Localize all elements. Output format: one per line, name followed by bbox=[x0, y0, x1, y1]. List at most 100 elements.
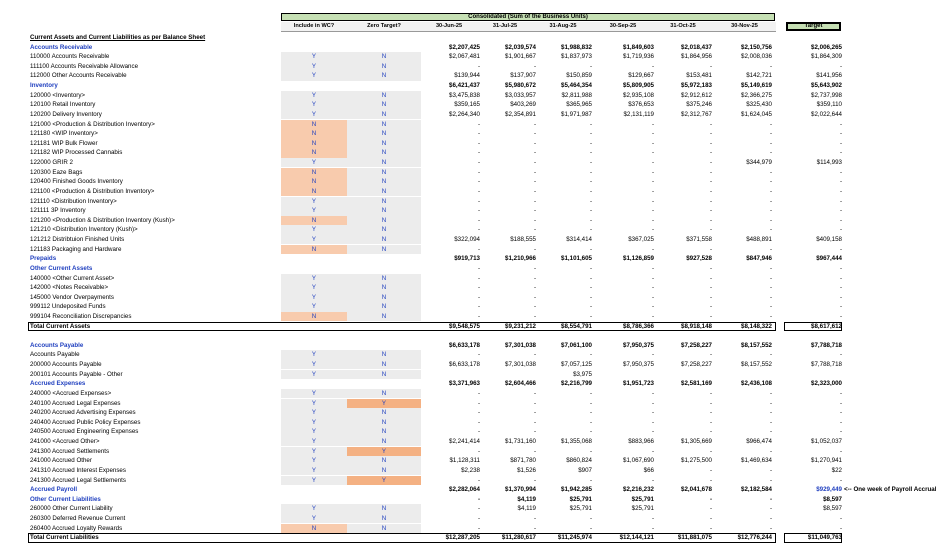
value-cell[interactable]: - bbox=[477, 120, 480, 128]
value-cell[interactable]: $367,025 bbox=[628, 236, 654, 244]
value-cell[interactable]: - bbox=[769, 466, 772, 474]
target-cell[interactable]: - bbox=[839, 293, 842, 301]
value-cell[interactable]: - bbox=[477, 524, 480, 532]
value-cell[interactable]: - bbox=[709, 389, 712, 397]
value-cell[interactable]: - bbox=[533, 120, 536, 128]
value-cell[interactable]: - bbox=[589, 139, 592, 147]
value-cell[interactable]: $150,859 bbox=[566, 72, 592, 80]
value-cell[interactable]: - bbox=[477, 168, 480, 176]
value-cell[interactable]: - bbox=[769, 495, 772, 503]
zero-target-cell[interactable]: N bbox=[381, 168, 387, 176]
value-cell[interactable]: $2,354,891 bbox=[505, 110, 536, 118]
table-row[interactable]: Accounts Payable Y N - - - - - - - bbox=[0, 350, 936, 359]
value-cell[interactable]: - bbox=[533, 149, 536, 157]
table-row[interactable]: 999104 Reconciliation Discrepancies N N - - -… bbox=[0, 312, 936, 321]
include-wc-cell[interactable]: Y bbox=[311, 159, 317, 167]
value-cell[interactable]: $1,951,723 bbox=[623, 380, 654, 388]
value-cell[interactable]: - bbox=[477, 505, 480, 513]
value-cell[interactable]: - bbox=[533, 197, 536, 205]
value-cell[interactable]: $883,966 bbox=[628, 438, 654, 446]
table-row[interactable]: 120100 Retail Inventory Y N $359,165 $403,26… bbox=[0, 100, 936, 109]
value-cell[interactable]: - bbox=[477, 187, 480, 195]
include-wc-cell[interactable]: Y bbox=[311, 101, 317, 109]
value-cell[interactable]: - bbox=[709, 245, 712, 253]
value-cell[interactable]: - bbox=[477, 515, 480, 522]
target-cell[interactable]: $7,788,718 bbox=[811, 361, 842, 369]
value-cell[interactable]: $3,475,838 bbox=[449, 91, 480, 99]
value-cell[interactable]: - bbox=[709, 515, 712, 522]
zero-target-cell[interactable]: N bbox=[381, 312, 387, 320]
value-cell[interactable]: - bbox=[651, 216, 654, 224]
value-cell[interactable]: - bbox=[589, 226, 592, 234]
value-cell[interactable]: - bbox=[651, 274, 654, 282]
value-cell[interactable]: - bbox=[589, 476, 592, 484]
target-cell[interactable]: - bbox=[839, 149, 842, 157]
value-cell[interactable]: $1,275,500 bbox=[681, 457, 712, 465]
value-cell[interactable]: - bbox=[651, 168, 654, 176]
value-cell[interactable]: - bbox=[709, 409, 712, 417]
include-wc-cell[interactable]: N bbox=[311, 216, 317, 224]
target-cell[interactable]: - bbox=[839, 428, 842, 436]
value-cell[interactable]: - bbox=[651, 120, 654, 128]
value-cell[interactable]: - bbox=[769, 62, 772, 70]
value-cell[interactable]: - bbox=[651, 197, 654, 205]
value-cell[interactable]: - bbox=[477, 351, 480, 359]
value-cell[interactable]: - bbox=[477, 312, 480, 320]
value-cell[interactable]: $1,624,045 bbox=[741, 110, 772, 118]
value-cell[interactable]: $1,719,936 bbox=[623, 53, 654, 61]
value-cell[interactable]: - bbox=[533, 399, 536, 407]
value-cell[interactable]: - bbox=[769, 216, 772, 224]
value-cell[interactable]: - bbox=[769, 207, 772, 215]
value-cell[interactable]: - bbox=[477, 62, 480, 70]
value-cell[interactable]: $2,018,437 bbox=[681, 43, 712, 51]
table-row[interactable]: 121182 WIP Processed Cannabis N N - - - - - - - bbox=[0, 148, 936, 157]
value-cell[interactable]: $9,231,212 bbox=[505, 322, 536, 330]
value-cell[interactable]: - bbox=[477, 274, 480, 282]
value-cell[interactable]: - bbox=[769, 399, 772, 407]
value-cell[interactable]: $2,067,481 bbox=[449, 53, 480, 61]
value-cell[interactable]: $11,881,075 bbox=[677, 534, 712, 542]
value-cell[interactable]: $11,280,617 bbox=[501, 534, 536, 542]
zero-target-cell[interactable]: Y bbox=[381, 399, 387, 407]
value-cell[interactable]: - bbox=[533, 245, 536, 253]
value-cell[interactable]: - bbox=[589, 351, 592, 359]
zero-target-cell[interactable]: N bbox=[381, 284, 387, 292]
zero-target-cell[interactable]: N bbox=[381, 187, 387, 195]
value-cell[interactable]: - bbox=[477, 130, 480, 138]
table-row[interactable]: 121212 Distribtuion Finished Units Y N $322… bbox=[0, 235, 936, 244]
table-row[interactable]: 121000 <Production & Distribution Invent… bbox=[0, 120, 936, 129]
zero-target-cell[interactable]: Y bbox=[381, 447, 387, 455]
value-cell[interactable]: - bbox=[709, 130, 712, 138]
target-cell[interactable]: $5,643,902 bbox=[811, 82, 842, 90]
value-cell[interactable]: $12,776,244 bbox=[737, 534, 772, 542]
value-cell[interactable]: - bbox=[651, 245, 654, 253]
value-cell[interactable]: - bbox=[533, 389, 536, 397]
value-cell[interactable]: $2,312,767 bbox=[681, 110, 712, 118]
value-cell[interactable]: $325,430 bbox=[746, 101, 772, 109]
table-row[interactable]: 120200 Delivery Inventory Y N $2,264,340 $2,… bbox=[0, 110, 936, 119]
value-cell[interactable]: - bbox=[589, 216, 592, 224]
zero-target-cell[interactable]: N bbox=[381, 197, 387, 205]
value-cell[interactable]: $2,216,232 bbox=[623, 486, 654, 494]
zero-target-cell[interactable]: N bbox=[381, 245, 387, 253]
target-cell[interactable]: $2,323,000 bbox=[811, 380, 842, 388]
target-cell[interactable]: $967,444 bbox=[816, 255, 842, 263]
value-cell[interactable]: $2,935,108 bbox=[623, 91, 654, 99]
target-cell[interactable]: - bbox=[839, 399, 842, 407]
value-cell[interactable]: $25,791 bbox=[631, 495, 654, 503]
value-cell[interactable]: - bbox=[709, 149, 712, 157]
value-cell[interactable]: - bbox=[769, 284, 772, 292]
value-cell[interactable]: - bbox=[477, 495, 480, 503]
include-wc-cell[interactable]: Y bbox=[311, 457, 317, 465]
target-cell[interactable]: $2,022,644 bbox=[811, 110, 842, 118]
value-cell[interactable]: - bbox=[651, 149, 654, 157]
value-cell[interactable]: - bbox=[651, 312, 654, 320]
value-cell[interactable]: - bbox=[477, 207, 480, 215]
zero-target-cell[interactable]: N bbox=[381, 370, 387, 378]
value-cell[interactable]: - bbox=[533, 284, 536, 292]
value-cell[interactable]: $871,780 bbox=[510, 457, 536, 465]
value-cell[interactable]: - bbox=[769, 178, 772, 186]
value-cell[interactable]: - bbox=[533, 226, 536, 234]
value-cell[interactable]: - bbox=[589, 159, 592, 167]
value-cell[interactable]: $1,864,956 bbox=[681, 53, 712, 61]
